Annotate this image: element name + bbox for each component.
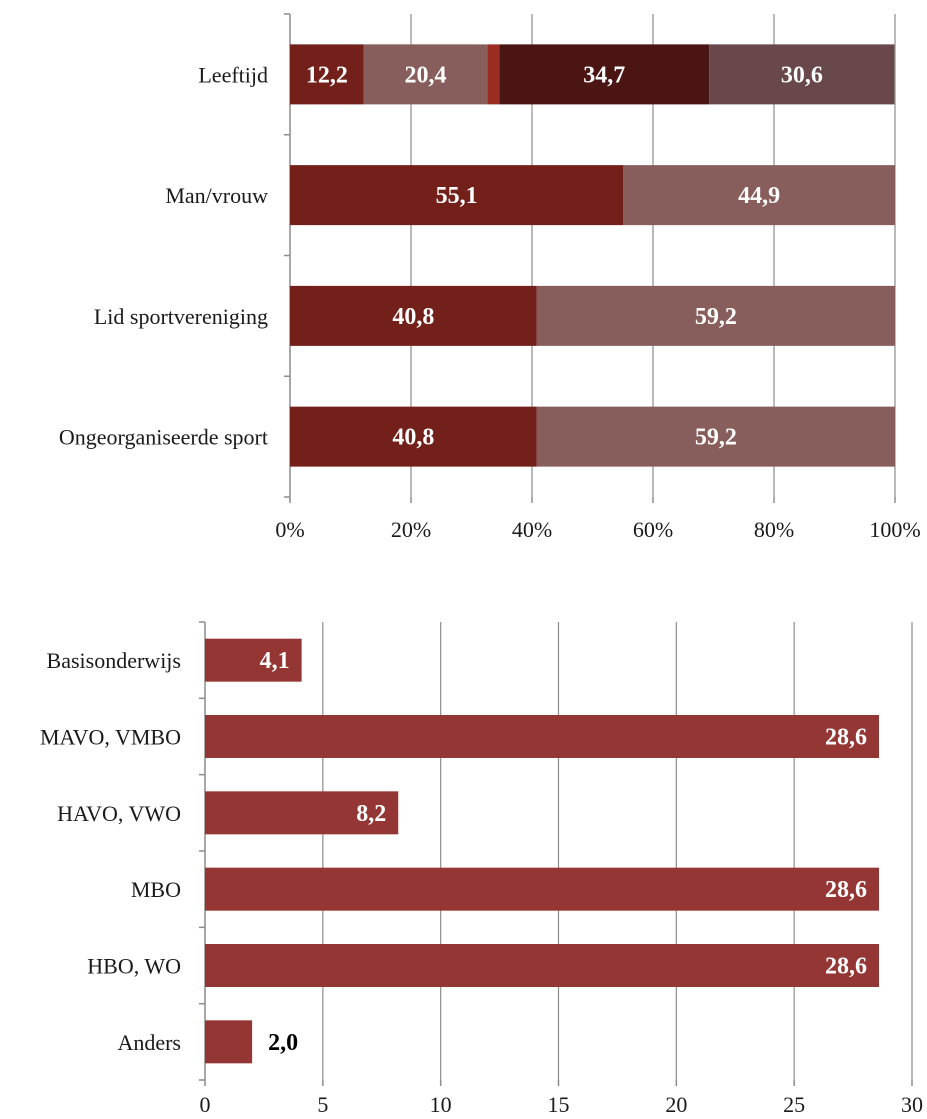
bar-value-label: 30,6 bbox=[781, 62, 823, 88]
bar bbox=[205, 1020, 253, 1064]
category-label-basisonderwijs: Basisonderwijs bbox=[47, 648, 181, 673]
bar-value-label: 28,6 bbox=[825, 725, 867, 751]
bar-value-label: 40,8 bbox=[392, 304, 434, 330]
x-tick-label: 15 bbox=[548, 1092, 570, 1117]
category-label-mavo-vmbo: MAVO, VMBO bbox=[40, 725, 181, 750]
bar-segment bbox=[499, 44, 710, 105]
bar-value-label: 8,2 bbox=[356, 801, 386, 827]
bar-segment bbox=[487, 44, 500, 105]
category-label-man-vrouw: Man/vrouw bbox=[165, 183, 268, 208]
x-tick-label: 5 bbox=[317, 1092, 328, 1117]
bar-segment bbox=[290, 406, 537, 467]
x-tick-label: 10 bbox=[430, 1092, 452, 1117]
bar bbox=[205, 867, 880, 911]
bar-segment bbox=[536, 406, 895, 467]
bar-value-label: 55,1 bbox=[436, 183, 478, 209]
x-tick-label: 20% bbox=[391, 517, 431, 542]
bar-value-label: 20,4 bbox=[405, 62, 447, 88]
bar-segment bbox=[536, 285, 895, 346]
bar-value-label: 12,2 bbox=[306, 62, 348, 88]
bar bbox=[205, 715, 880, 758]
x-tick-label: 60% bbox=[633, 517, 673, 542]
bar-value-label: 59,2 bbox=[695, 425, 737, 451]
bar-value-label: 28,6 bbox=[825, 877, 867, 903]
bar-segment bbox=[709, 44, 895, 105]
x-tick-label: 80% bbox=[754, 517, 794, 542]
bar-segment bbox=[290, 165, 624, 226]
x-tick-label: 0 bbox=[200, 1092, 211, 1117]
category-label-anders: Anders bbox=[117, 1030, 181, 1055]
bar-value-label: 44,9 bbox=[738, 183, 780, 209]
bar-value-label: 59,2 bbox=[695, 304, 737, 330]
category-label-havo-vwo: HAVO, VWO bbox=[57, 801, 181, 826]
bar-value-label: 40,8 bbox=[392, 425, 434, 451]
education-bar-chart: 0 5 10 15 20 25 30 4,1 Basisonderwijs 28,6 MAVO, V… bbox=[40, 621, 923, 1117]
bar-segment bbox=[623, 165, 895, 226]
x-tick-label: 30 bbox=[901, 1092, 923, 1117]
bar-value-label: 28,6 bbox=[825, 954, 867, 980]
category-label-mbo: MBO bbox=[131, 877, 181, 902]
bar bbox=[205, 944, 880, 987]
x-tick-label: 40% bbox=[512, 517, 552, 542]
bar bbox=[205, 638, 302, 682]
x-tick-label: 0% bbox=[275, 517, 304, 542]
category-label-lid-sportvereniging: Lid sportvereniging bbox=[94, 304, 268, 329]
bar-value-label: 34,7 bbox=[583, 62, 625, 88]
category-label-ongeorganiseerde-sport: Ongeorganiseerde sport bbox=[59, 425, 268, 450]
bar-segment bbox=[363, 44, 488, 105]
bar-segment bbox=[290, 44, 364, 105]
bar bbox=[205, 791, 399, 835]
bar-value-label: 4,1 bbox=[260, 648, 290, 674]
bar-value-label: 2,0 bbox=[268, 1030, 298, 1056]
category-label-hbo-wo: HBO, WO bbox=[87, 954, 181, 979]
category-label-leeftijd: Leeftijd bbox=[198, 62, 268, 87]
demographics-stacked-bar-chart: 0% 20% 40% 60% 80% 100% 12,2 20,4 34,7 30,6 Leefti… bbox=[59, 13, 921, 542]
bar-segment bbox=[290, 285, 537, 346]
x-tick-label: 20 bbox=[665, 1092, 687, 1117]
x-tick-label: 25 bbox=[783, 1092, 805, 1117]
x-tick-label: 100% bbox=[869, 517, 920, 542]
